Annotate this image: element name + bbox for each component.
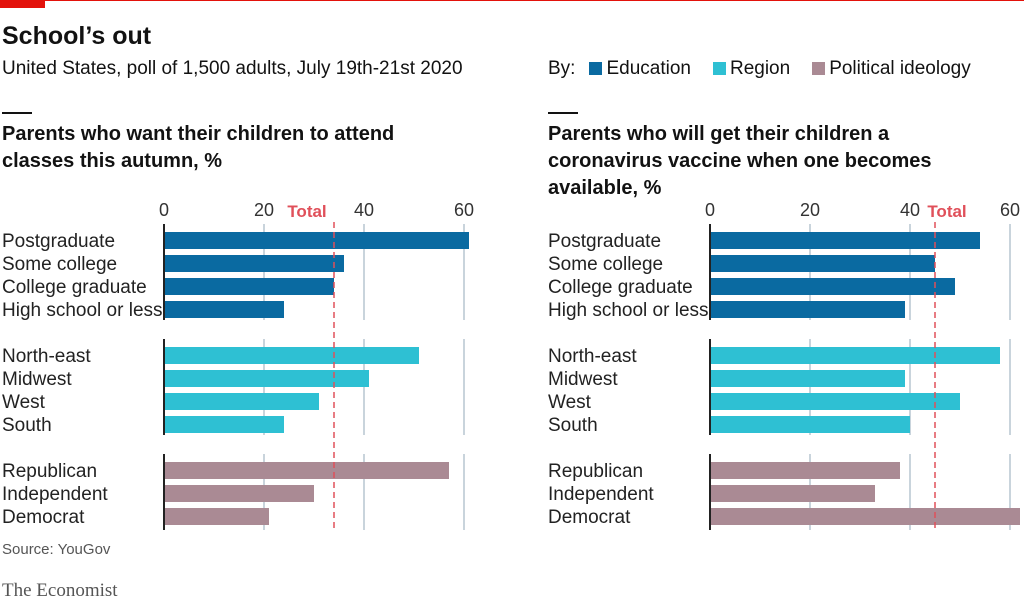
bar-republican <box>164 462 449 479</box>
category-label: West <box>548 392 592 413</box>
category-label: College graduate <box>548 277 693 298</box>
bar-north-east <box>710 347 1000 364</box>
bar-high-school-or-less <box>710 301 905 318</box>
category-label: High school or less <box>548 300 709 321</box>
bar-democrat <box>164 508 269 525</box>
bar-republican <box>710 462 900 479</box>
tick-label: 20 <box>254 200 274 220</box>
legend-by-label: By: <box>548 58 576 79</box>
legend-label: Political ideology <box>829 58 971 79</box>
tick-label: 40 <box>900 200 920 220</box>
legend-swatch <box>589 62 603 75</box>
tick-label: 20 <box>800 200 820 220</box>
bar-midwest <box>164 370 369 387</box>
bar-postgraduate <box>710 232 980 249</box>
category-label: Independent <box>548 484 654 505</box>
category-label: Independent <box>2 484 108 505</box>
legend-item-region: Region <box>712 58 791 80</box>
bar-postgraduate <box>164 232 469 249</box>
bar-democrat <box>710 508 1020 525</box>
tick-label: 60 <box>454 200 474 220</box>
bar-west <box>710 393 960 410</box>
category-label: College graduate <box>2 277 147 298</box>
category-label: Democrat <box>2 507 85 528</box>
category-label: North-east <box>2 346 91 367</box>
category-label: Postgraduate <box>2 231 115 252</box>
tick-label: 40 <box>354 200 374 220</box>
bar-west <box>164 393 319 410</box>
category-label: Some college <box>548 254 663 275</box>
bar-college-graduate <box>710 278 955 295</box>
category-label: Democrat <box>548 507 631 528</box>
top-rule <box>0 0 1024 1</box>
bar-midwest <box>710 370 905 387</box>
tick-label: 0 <box>705 200 715 220</box>
panel-rule-right <box>548 112 578 114</box>
category-label: High school or less <box>2 300 163 321</box>
bar-some-college <box>710 255 935 272</box>
tick-label: 0 <box>159 200 169 220</box>
category-label: South <box>548 415 598 436</box>
category-label: Republican <box>548 461 643 482</box>
bar-north-east <box>164 347 419 364</box>
bar-high-school-or-less <box>164 301 284 318</box>
legend-label: Region <box>729 58 791 79</box>
total-label: Total <box>287 202 326 221</box>
chart-subtitle: United States, poll of 1,500 adults, Jul… <box>2 58 463 79</box>
tick-label: 60 <box>1000 200 1020 220</box>
category-label: Midwest <box>2 369 72 390</box>
bar-south <box>710 416 910 433</box>
legend-item-political-ideology: Political ideology <box>812 58 971 80</box>
chart-title: School’s out <box>2 22 152 50</box>
category-label: Midwest <box>548 369 618 390</box>
category-label: Republican <box>2 461 97 482</box>
bar-some-college <box>164 255 344 272</box>
legend: By: Education Region Political ideology <box>548 58 985 80</box>
brand-logo-text: The Economist <box>2 580 118 601</box>
total-label: Total <box>927 202 966 221</box>
bar-independent <box>710 485 875 502</box>
bar-south <box>164 416 284 433</box>
legend-label: Education <box>606 58 691 79</box>
bar-college-graduate <box>164 278 334 295</box>
source-note: Source: YouGov <box>2 541 111 558</box>
category-label: West <box>2 392 46 413</box>
category-label: Some college <box>2 254 117 275</box>
legend-item-education: Education <box>589 58 691 80</box>
brand-red-tab <box>0 0 45 8</box>
category-label: South <box>2 415 52 436</box>
panel-title-left: Parents who want their children to atten… <box>2 123 395 172</box>
category-label: North-east <box>548 346 637 367</box>
legend-swatch <box>712 62 726 75</box>
category-label: Postgraduate <box>548 231 661 252</box>
legend-swatch <box>812 62 826 75</box>
panel-rule-left <box>2 112 32 114</box>
panel-title-right: Parents who will get their children a co… <box>548 123 932 199</box>
bar-independent <box>164 485 314 502</box>
